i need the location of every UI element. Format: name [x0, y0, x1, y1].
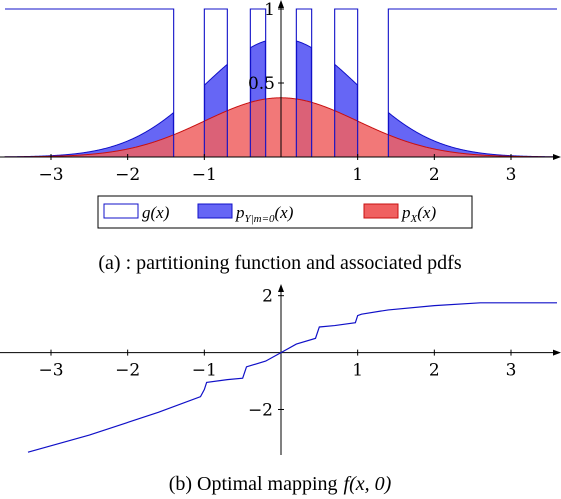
top-x-tick-label: 1 — [352, 165, 363, 185]
top-y-axis-arrow — [278, 0, 284, 8]
legend: g(x) pY|m=0(x) pX(x) — [97, 195, 473, 229]
bottom-x-tick-label: −3 — [38, 361, 63, 381]
bottom-x-axis-arrow — [553, 349, 561, 356]
bottom-ticks: −3 −2 −1 1 2 3 2 −2 — [38, 287, 516, 421]
top-x-tick-label: 2 — [429, 165, 440, 185]
legend-box — [97, 195, 473, 229]
legend-label-py: pY|m=0(x) — [235, 203, 294, 225]
caption-a: (a) : partitioning function and associat… — [98, 252, 461, 274]
bottom-x-tick-label: 3 — [506, 361, 517, 381]
top-ticks: −3 −2 −1 1 2 3 0.5 1 — [38, 0, 516, 185]
legend-swatch-g — [103, 203, 139, 219]
top-y-tick-label: 1 — [264, 0, 275, 20]
partition-function-line — [5, 8, 557, 157]
legend-swatch-px — [363, 203, 399, 219]
bottom-x-tick-label: 2 — [429, 361, 440, 381]
chart-partitioning: −3 −2 −1 1 2 3 0.5 1 — [0, 0, 561, 185]
caption-b: (b) Optimal mapping f(x, 0) — [169, 473, 392, 495]
top-series-lines — [5, 8, 557, 157]
legend-label-g: g(x) — [142, 203, 170, 222]
bottom-y-axis-arrow — [278, 284, 284, 292]
top-x-tick-label: 3 — [506, 165, 517, 185]
top-x-axis-arrow — [553, 154, 561, 160]
legend-label-px: pX(x) — [401, 203, 436, 225]
bottom-x-tick-label: 1 — [352, 361, 363, 381]
bottom-y-tick-label: 2 — [262, 287, 273, 307]
top-y-tick-label: 0.5 — [248, 74, 275, 94]
bottom-x-tick-label: −1 — [192, 361, 217, 381]
top-x-tick-label: −1 — [192, 165, 217, 185]
legend-swatch-py — [197, 203, 233, 219]
bottom-y-tick-label: −2 — [248, 400, 273, 420]
mapping-line — [27, 302, 557, 453]
bottom-x-tick-label: −2 — [115, 361, 140, 381]
chart-optimal-mapping: −3 −2 −1 1 2 3 2 −2 — [0, 284, 561, 455]
top-x-tick-label: −2 — [115, 165, 140, 185]
top-x-tick-label: −3 — [38, 165, 63, 185]
conditional-pdf-area — [4, 40, 558, 158]
